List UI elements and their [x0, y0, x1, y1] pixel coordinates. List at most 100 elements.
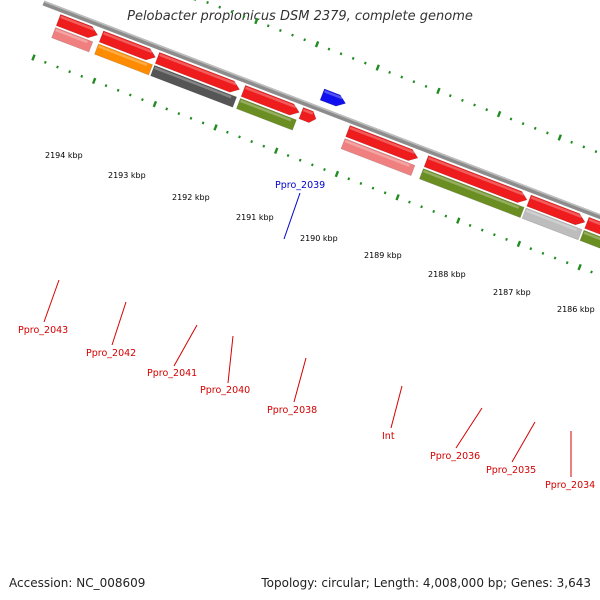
- gene-label: Ppro_2038: [267, 405, 317, 416]
- gene-feature-olive: [419, 168, 525, 218]
- lower-ruler-major-tick: [516, 240, 522, 248]
- gene-feature-shine: [302, 108, 314, 115]
- lower-ruler-minor-tick: [177, 112, 181, 116]
- scale-minor-tick: [594, 150, 598, 154]
- scale-minor-tick: [521, 122, 525, 126]
- gene-label: Ppro_2034: [545, 480, 595, 491]
- scale-minor-tick: [473, 103, 476, 107]
- gene-feature-shine: [349, 126, 415, 154]
- scale-minor-tick: [533, 126, 537, 130]
- gene-feature-red: [98, 30, 156, 61]
- gene-leader-line: [511, 421, 536, 463]
- scale-major-tick: [254, 17, 259, 25]
- gene-feature-pink: [51, 27, 94, 53]
- lower-ruler-minor-tick: [104, 84, 108, 88]
- gene-feature-red: [55, 13, 99, 39]
- lower-ruler-minor-tick: [347, 177, 351, 181]
- scale-minor-tick: [206, 0, 209, 5]
- scale-minor-tick: [218, 5, 222, 9]
- lower-ruler-minor-tick: [420, 205, 423, 209]
- lower-ruler-minor-tick: [408, 200, 411, 204]
- lower-ruler-minor-tick: [323, 167, 326, 172]
- scale-minor-tick: [424, 84, 428, 88]
- lower-ruler-minor-tick: [201, 121, 205, 125]
- kbp-label: 2194 kbp: [45, 151, 83, 160]
- gene-feature-shine: [154, 66, 232, 99]
- lower-ruler-minor-tick: [56, 65, 59, 69]
- gene-leader-line: [111, 301, 127, 346]
- map-track-group: [31, 0, 600, 274]
- gene-feature-shine: [583, 231, 600, 247]
- lower-ruler-major-tick: [31, 54, 36, 61]
- scale-major-tick: [436, 87, 441, 95]
- scale-minor-tick: [509, 117, 513, 121]
- lower-ruler-minor-tick: [468, 223, 472, 227]
- accession-text: Accession: NC_008609: [9, 576, 146, 590]
- scale-minor-tick: [412, 80, 416, 84]
- gene-leader-line: [455, 407, 483, 449]
- gene-feature-shine: [525, 209, 578, 232]
- gene-feature-olive: [579, 229, 600, 256]
- lower-ruler-minor-tick: [529, 247, 533, 251]
- scale-minor-tick: [303, 38, 307, 42]
- lower-ruler-minor-tick: [493, 233, 496, 237]
- scale-minor-tick: [327, 47, 331, 51]
- scale-major-tick: [496, 110, 502, 118]
- scale-minor-tick: [570, 140, 574, 144]
- gene-feature-shine: [98, 45, 148, 67]
- lower-ruler-minor-tick: [286, 154, 290, 158]
- scale-minor-tick: [448, 94, 452, 98]
- gene-feature-shine: [245, 86, 297, 109]
- lower-ruler-minor-tick: [565, 261, 569, 265]
- genome-summary-text: Topology: circular; Length: 4,008,000 bp…: [261, 576, 591, 590]
- kbp-label: 2188 kbp: [428, 270, 466, 279]
- gene-feature-shine: [344, 139, 410, 167]
- lower-ruler-minor-tick: [541, 251, 545, 255]
- scale-minor-tick: [278, 28, 282, 32]
- scale-minor-tick: [351, 56, 355, 60]
- gene-leader-line: [390, 385, 403, 429]
- scale-major-tick: [193, 0, 198, 1]
- scale-minor-tick: [545, 131, 549, 135]
- gene-feature-lightgray: [521, 207, 583, 241]
- gene-feature-orange: [94, 43, 154, 76]
- lower-ruler-major-tick: [91, 77, 97, 85]
- scale-major-tick: [557, 134, 562, 141]
- gene-feature-pink: [340, 138, 416, 177]
- gene-feature-shine: [428, 156, 525, 196]
- lower-ruler-minor-tick: [505, 237, 508, 241]
- lower-ruler-minor-tick: [480, 228, 484, 232]
- lower-ruler-minor-tick: [444, 214, 448, 218]
- scale-minor-tick: [388, 70, 391, 74]
- lower-ruler-minor-tick: [262, 144, 266, 148]
- lower-ruler-minor-tick: [128, 93, 132, 97]
- gene-leader-line: [293, 357, 307, 403]
- scale-major-tick: [314, 41, 320, 48]
- scale-minor-tick: [266, 24, 270, 28]
- gene-feature-shine: [240, 99, 292, 122]
- lower-ruler-major-tick: [456, 217, 461, 224]
- lower-ruler-minor-tick: [165, 107, 169, 111]
- lower-ruler-minor-tick: [383, 191, 387, 195]
- gene-feature-shine: [423, 169, 520, 209]
- lower-ruler-minor-tick: [238, 135, 241, 139]
- gene-feature-shine: [324, 90, 343, 100]
- lower-ruler-minor-tick: [359, 181, 363, 186]
- lower-ruler-minor-tick: [432, 209, 436, 213]
- map-title: Pelobacter propionicus DSM 2379, complet…: [127, 9, 473, 24]
- scale-minor-tick: [461, 98, 464, 102]
- lower-ruler-major-tick: [213, 124, 218, 131]
- lower-ruler-major-tick: [152, 100, 158, 108]
- lower-ruler-minor-tick: [310, 163, 314, 167]
- lower-ruler-minor-tick: [116, 88, 120, 92]
- scale-minor-tick: [230, 10, 234, 14]
- gene-feature-red: [154, 51, 240, 93]
- lower-ruler-minor-tick: [68, 70, 71, 74]
- lower-ruler-minor-tick: [80, 74, 84, 78]
- gene-feature-shine: [159, 53, 237, 86]
- gene-label: Ppro_2039: [275, 180, 325, 191]
- gene-feature-shine: [530, 196, 583, 218]
- scale-minor-tick: [363, 61, 367, 65]
- lower-ruler-major-tick: [274, 147, 279, 154]
